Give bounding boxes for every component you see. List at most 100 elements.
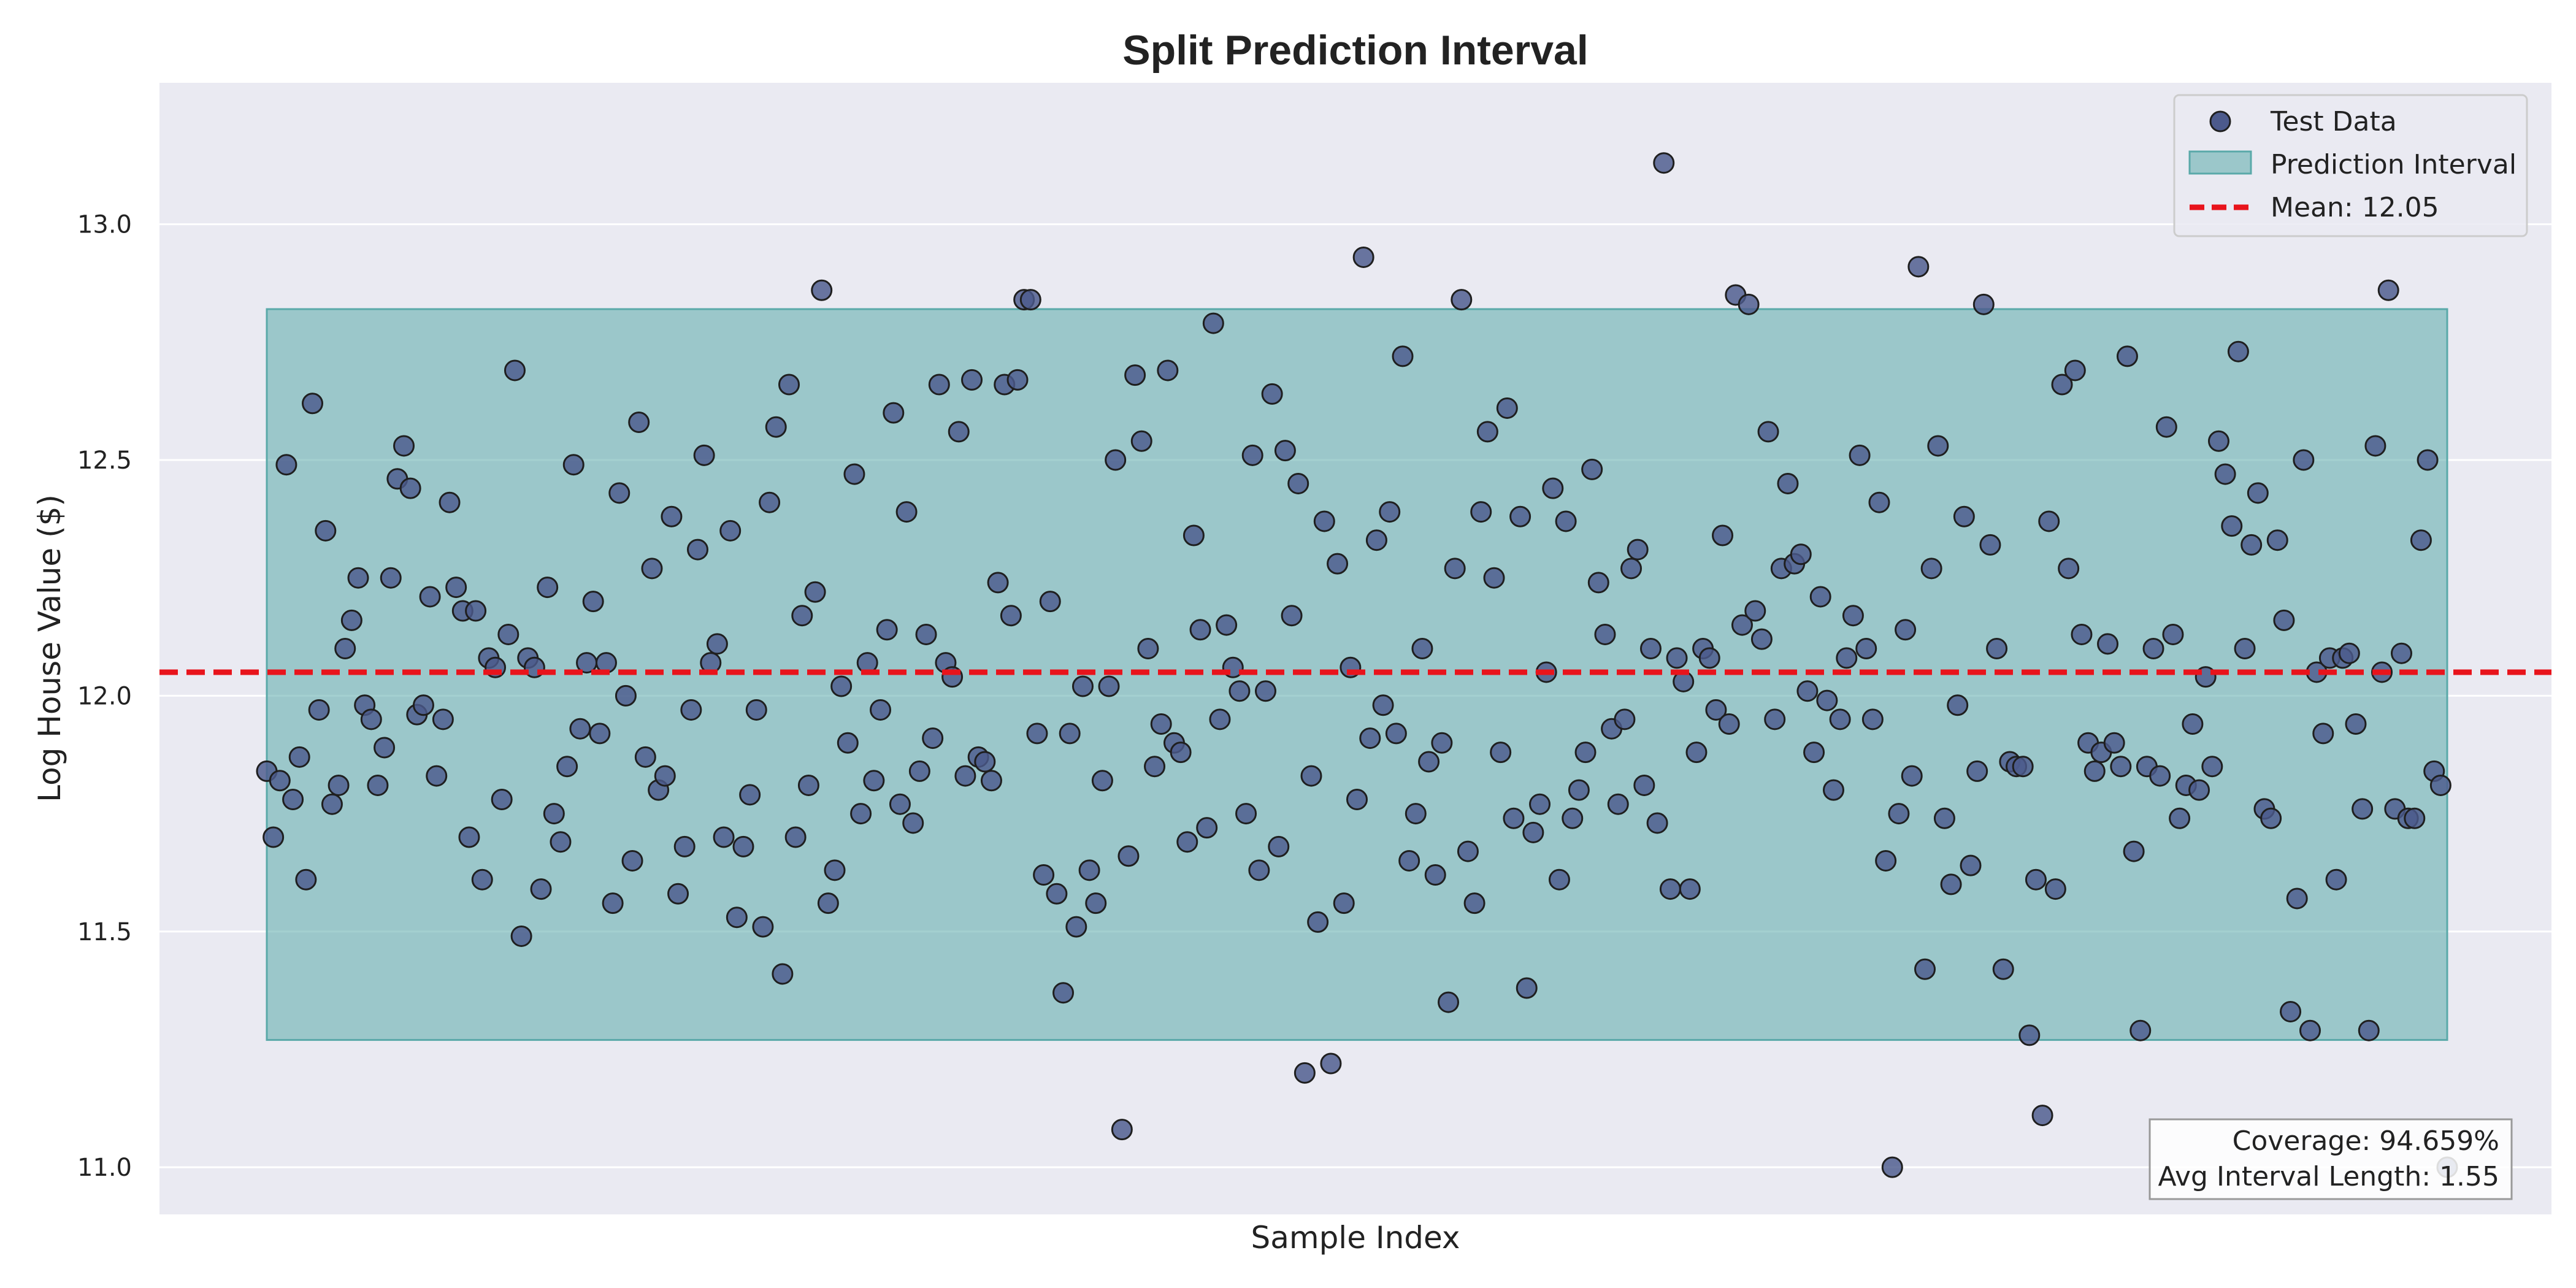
data-point [1124,364,1146,386]
data-point [2116,345,2138,367]
data-point [1000,605,1022,627]
data-point [1105,449,1127,471]
data-point [2071,623,2093,645]
data-point [1470,501,1492,523]
y-axis-label: Log House Value ($) [32,494,67,802]
data-point [497,623,519,645]
data-point [1248,859,1270,881]
data-point [2364,435,2386,457]
data-point [667,883,689,905]
data-point [1431,732,1453,754]
data-point [2404,807,2426,829]
data-point [374,737,396,759]
data-point [739,784,761,806]
data-point [2038,510,2060,532]
data-point [1836,647,1858,669]
stats-annotation: Coverage: 94.659% Avg Interval Length: 1… [2149,1118,2513,1200]
data-point [1085,892,1107,914]
data-point [445,577,467,599]
data-point [719,519,742,542]
data-point [569,718,591,740]
data-point [1281,605,1303,627]
y-tick-label: 11.5 [77,918,132,946]
data-point [863,770,885,792]
data-point [458,826,480,848]
data-point [1216,614,1238,636]
data-point [889,793,911,815]
data-point [2182,713,2204,735]
data-point [1816,689,1838,711]
data-point [2280,1000,2302,1022]
data-point [883,402,905,424]
data-point [908,760,930,782]
data-point [1953,505,1975,527]
data-point [922,727,944,749]
stats-box [2149,1118,2513,1200]
data-point [2390,642,2412,664]
data-point [1986,638,2008,659]
data-point [1568,779,1590,801]
data-point [1698,647,1720,669]
data-point [269,770,291,792]
data-point [328,774,350,796]
data-point [1411,638,1433,659]
avg-interval-length-text: Avg Interval Length: 1.55 [2158,1161,2499,1192]
y-tick-label: 13.0 [77,211,132,239]
data-point [1639,638,1662,659]
data-point [1920,558,1942,580]
data-point [621,849,643,872]
data-point [686,539,708,561]
data-point [1039,591,1061,613]
data-point [2044,878,2066,900]
y-tick-label: 12.5 [77,447,132,475]
data-point [426,765,448,787]
data-point [1849,444,1871,466]
data-point [706,633,728,655]
data-point [562,454,585,476]
data-point [1019,289,1041,311]
coverage-text: Coverage: 94.659% [2233,1125,2499,1157]
data-point [1960,854,1982,876]
data-point [2345,713,2367,735]
data-point [693,444,715,466]
data-point [1685,742,1708,764]
data-point [1992,958,2014,980]
data-point [726,907,748,929]
data-point [752,916,774,938]
data-point [1150,713,1172,735]
data-point [1809,586,1831,608]
data-point [974,751,996,773]
legend-marker-prediction-interval [2188,150,2252,175]
data-point [1653,152,1675,174]
data-point [1966,760,1988,782]
data-point [2188,779,2210,801]
data-point [1111,1119,1133,1141]
data-point [1744,600,1766,622]
data-point [367,774,389,796]
data-point [1359,727,1381,749]
data-point [804,581,826,603]
data-point [1705,699,1727,721]
legend-label-prediction-interval: Prediction Interval [2271,149,2517,180]
data-point [1130,430,1152,452]
data-point [1137,638,1159,659]
data-point [2012,756,2034,778]
data-point [2338,642,2360,664]
data-point [1065,916,1087,938]
data-point [1620,558,1643,580]
data-point [2417,449,2439,471]
data-point [1731,614,1753,636]
data-point [1209,708,1231,730]
data-point [1947,694,1969,716]
data-point [1463,892,1485,914]
data-point [2155,416,2177,438]
data-point [2241,534,2263,556]
data-point [302,393,324,415]
data-point [412,694,434,716]
data-point [2410,529,2432,551]
data-point [1327,553,1349,575]
data-point [811,279,833,301]
data-point [1712,524,1734,546]
data-point [615,684,637,707]
data-point [1979,534,2001,556]
